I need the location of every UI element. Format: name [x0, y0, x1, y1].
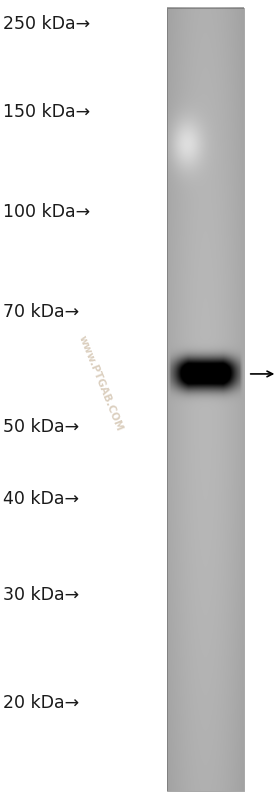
- Text: 70 kDa→: 70 kDa→: [3, 303, 79, 320]
- Text: 50 kDa→: 50 kDa→: [3, 419, 79, 436]
- Text: 250 kDa→: 250 kDa→: [3, 15, 90, 33]
- Bar: [167, 8, 244, 791]
- Text: 40 kDa→: 40 kDa→: [3, 491, 79, 508]
- Text: 150 kDa→: 150 kDa→: [3, 103, 90, 121]
- Text: www.PTGAB.COM: www.PTGAB.COM: [77, 334, 125, 433]
- Text: 20 kDa→: 20 kDa→: [3, 694, 79, 712]
- Text: 100 kDa→: 100 kDa→: [3, 203, 90, 221]
- Text: 30 kDa→: 30 kDa→: [3, 586, 79, 604]
